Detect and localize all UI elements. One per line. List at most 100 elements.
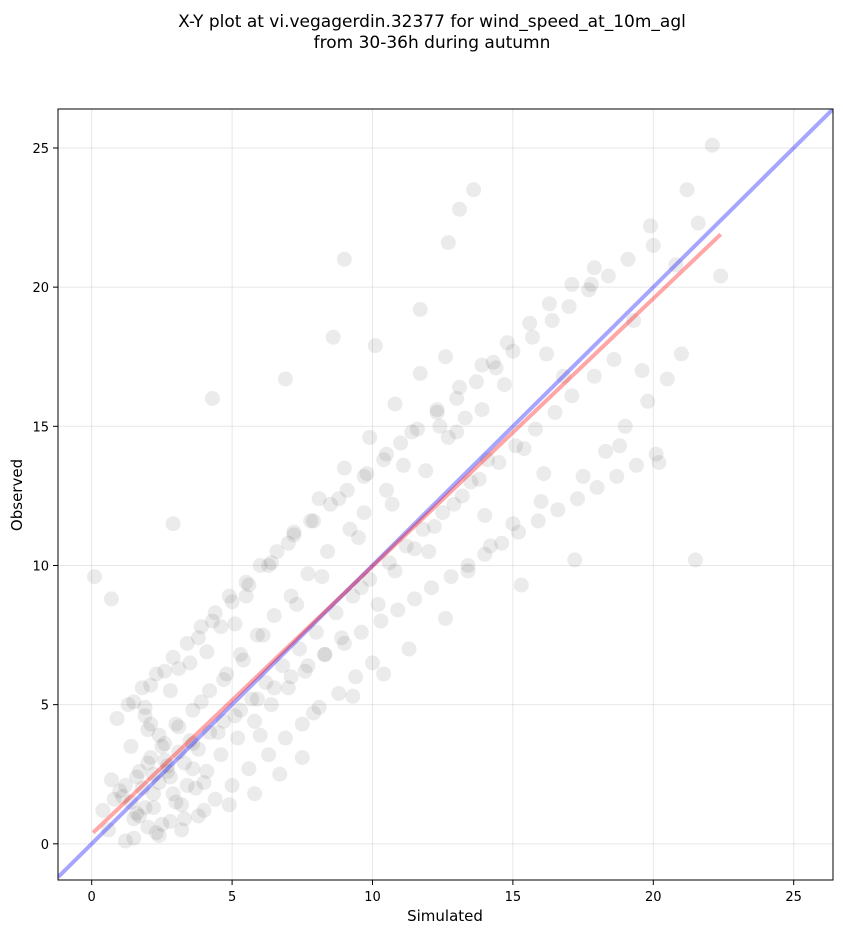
data-point [202,683,218,699]
data-point [247,786,263,802]
x-axis-ticks: 0 5 10 15 20 25 [88,880,802,905]
data-point [171,744,187,760]
data-point [179,777,195,793]
data-point [567,552,583,568]
data-point [117,777,133,793]
data-point [221,797,237,813]
data-point [539,346,555,362]
data-point [367,338,383,354]
data-point [511,524,526,540]
data-point [174,822,190,838]
x-tick-label-4: 20 [645,890,662,905]
data-point [356,505,372,521]
data-point [454,488,470,504]
data-point [424,580,439,596]
y-tick-label-3: 15 [32,420,49,435]
data-point [485,354,501,370]
data-point [123,794,139,810]
data-point [117,833,133,849]
data-point [190,741,206,757]
data-point [581,282,597,298]
data-point [261,558,277,573]
data-point [356,468,372,484]
data-point [196,775,212,791]
data-point [365,655,380,671]
data-point [446,496,462,512]
data-point [196,802,212,818]
data-point [393,435,409,451]
data-point [412,365,428,381]
data-point [137,699,153,715]
data-point [103,591,119,607]
data-point [162,769,178,785]
data-point [221,588,237,604]
data-point [460,558,476,573]
data-point [306,513,321,529]
data-point [126,811,142,827]
data-point [690,215,706,231]
data-point [401,641,417,657]
data-point [373,613,389,629]
y-tick-label-2: 10 [32,559,49,574]
data-point [157,736,173,752]
data-point [289,596,305,612]
data-point [160,763,175,779]
data-point [210,725,226,740]
data-point [252,727,268,743]
data-point [564,388,580,404]
data-point [148,666,164,682]
data-point [266,680,282,696]
data-point [131,808,147,824]
data-point [95,802,111,818]
data-point [336,251,352,267]
data-point [157,663,173,679]
data-point [463,474,479,490]
data-point [165,649,181,665]
data-point [525,329,540,345]
data-point [207,791,223,807]
y-tick-label-1: 5 [41,699,49,714]
data-point [143,677,159,693]
data-point [151,775,167,791]
data-point [168,794,184,810]
data-point [182,655,198,671]
data-point [193,619,209,635]
data-point [306,705,321,721]
data-point [555,368,571,384]
data-point [497,377,512,393]
data-point [331,491,347,507]
data-point [160,758,175,774]
data-point [230,730,246,746]
data-point [134,780,150,796]
data-point [244,691,260,707]
data-point [508,438,524,454]
data-point [488,360,504,376]
data-point [322,496,338,512]
data-point [143,750,159,765]
data-point [176,811,192,827]
data-point [443,569,459,585]
data-point [249,627,265,643]
data-point [353,580,369,596]
data-point [474,357,490,373]
data-point [277,730,293,746]
data-point [460,563,476,579]
data-point [148,825,164,841]
data-point [320,544,336,560]
data-point [516,441,532,457]
x-tick-label-2: 10 [364,890,381,905]
data-point [575,468,591,484]
data-point [547,404,563,420]
data-point [286,527,302,543]
reference-lines [58,109,833,879]
data-point [123,738,139,754]
x-tick-label-3: 15 [505,890,522,905]
data-point [351,530,366,546]
data-point [134,680,150,696]
data-point [101,822,116,838]
data-point [550,502,566,518]
data-point [151,828,167,843]
x-tick-label-0: 0 [88,890,96,905]
data-point [317,647,333,662]
data-point [154,738,170,754]
